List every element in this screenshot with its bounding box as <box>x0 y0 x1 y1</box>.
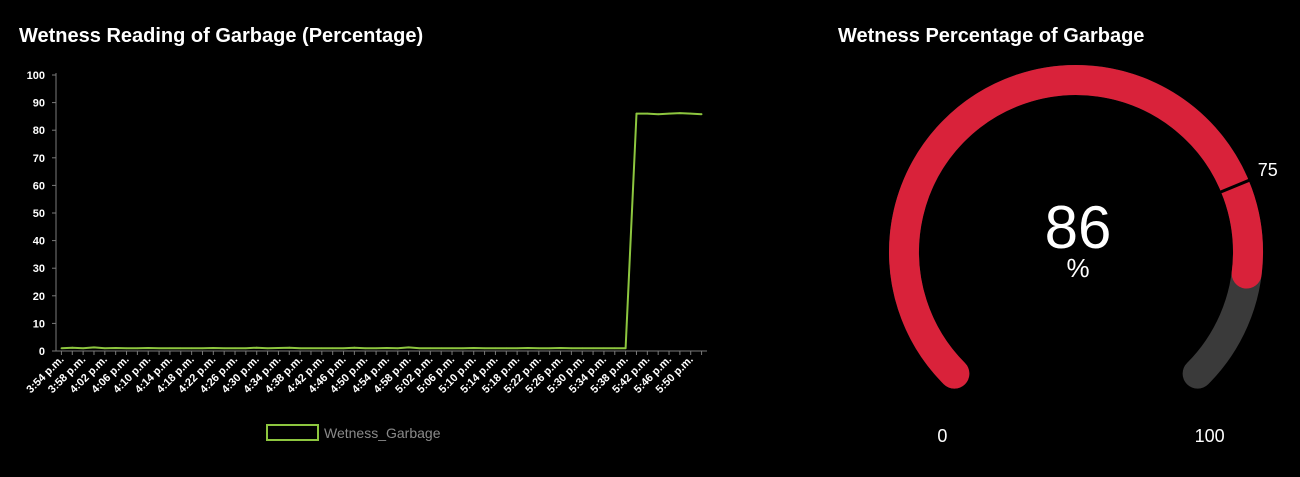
y-tick-label: 80 <box>33 125 45 137</box>
gauge-threshold-marker <box>1219 178 1251 194</box>
line-chart-legend[interactable]: Wetness_Garbage <box>266 424 441 441</box>
data-point <box>158 347 160 350</box>
data-point <box>179 347 182 350</box>
data-point <box>429 347 432 350</box>
data-point <box>353 346 356 349</box>
data-point <box>169 347 171 350</box>
data-point <box>310 347 312 350</box>
data-point <box>60 347 63 350</box>
legend-label: Wetness_Garbage <box>324 425 441 441</box>
data-point <box>635 112 638 115</box>
data-point <box>451 347 453 350</box>
data-point <box>700 113 703 116</box>
data-point <box>234 347 236 350</box>
data-point <box>71 346 74 349</box>
data-point <box>331 347 334 350</box>
gauge-threshold-label: 75 <box>1258 160 1278 180</box>
data-point <box>114 347 117 349</box>
data-point <box>244 347 247 350</box>
data-point <box>364 347 367 350</box>
y-tick-label: 20 <box>33 291 45 303</box>
data-point <box>527 347 529 349</box>
data-point <box>646 112 649 115</box>
gauge-labels: 75 0 100 86% <box>937 160 1277 446</box>
y-tick-label: 70 <box>33 153 45 165</box>
data-point <box>125 347 128 350</box>
y-tick-label: 100 <box>27 70 45 82</box>
data-point <box>624 347 627 350</box>
data-point <box>461 347 464 350</box>
data-point <box>396 347 399 350</box>
data-point <box>190 347 193 350</box>
y-tick-label: 10 <box>33 318 45 330</box>
data-point <box>375 347 377 350</box>
data-point <box>472 347 475 349</box>
data-point <box>668 112 670 115</box>
data-point <box>136 347 139 350</box>
data-point <box>483 347 486 350</box>
legend-swatch <box>266 424 319 441</box>
y-tick-label: 60 <box>33 180 45 192</box>
line-chart-series <box>60 112 703 350</box>
y-tick-label: 30 <box>33 263 45 275</box>
data-point <box>613 347 616 350</box>
data-point <box>537 347 540 350</box>
data-point <box>559 347 562 349</box>
data-point <box>103 347 106 350</box>
gauge-unit-text: % <box>1066 253 1089 283</box>
y-tick-label: 40 <box>33 236 45 248</box>
data-point <box>657 113 660 116</box>
data-point <box>570 347 573 350</box>
data-point <box>277 347 280 349</box>
y-tick-label: 90 <box>33 98 45 110</box>
data-point <box>581 347 584 350</box>
y-tick-label: 0 <box>39 346 45 358</box>
data-point <box>255 346 258 349</box>
data-point <box>516 347 519 350</box>
data-point <box>386 347 388 349</box>
data-point <box>592 347 594 350</box>
data-point <box>689 112 692 115</box>
data-point <box>320 347 323 350</box>
data-point <box>407 346 410 349</box>
gauge-value-text: 86 <box>1045 194 1112 261</box>
data-point <box>288 346 291 349</box>
data-point <box>299 347 302 350</box>
data-point <box>440 347 443 350</box>
data-point <box>505 347 508 350</box>
data-point <box>82 347 85 350</box>
data-point <box>147 347 150 349</box>
data-point <box>212 347 215 349</box>
gauge-value-arc <box>889 65 1263 389</box>
data-point <box>223 347 226 350</box>
y-tick-label: 50 <box>33 208 45 220</box>
line-chart-axes <box>55 73 707 352</box>
gauge-min-label: 0 <box>937 426 947 446</box>
data-point <box>678 112 681 114</box>
data-point <box>548 347 551 350</box>
data-point <box>266 347 269 350</box>
data-point <box>494 347 497 350</box>
line-chart-title: Wetness Reading of Garbage (Percentage) <box>19 25 424 47</box>
line-chart-y-ticks: 0 10 20 30 40 50 60 70 80 90 100 <box>27 70 56 358</box>
data-point <box>418 347 421 350</box>
series-line-wetness-garbage <box>61 112 702 350</box>
data-point <box>603 347 605 350</box>
gauge-title: Wetness Percentage of Garbage <box>838 25 1145 47</box>
gauge-max-label: 100 <box>1195 426 1225 446</box>
data-point <box>93 346 95 349</box>
data-point <box>342 347 345 350</box>
data-point <box>201 347 204 350</box>
gauge-arcs <box>889 65 1263 389</box>
